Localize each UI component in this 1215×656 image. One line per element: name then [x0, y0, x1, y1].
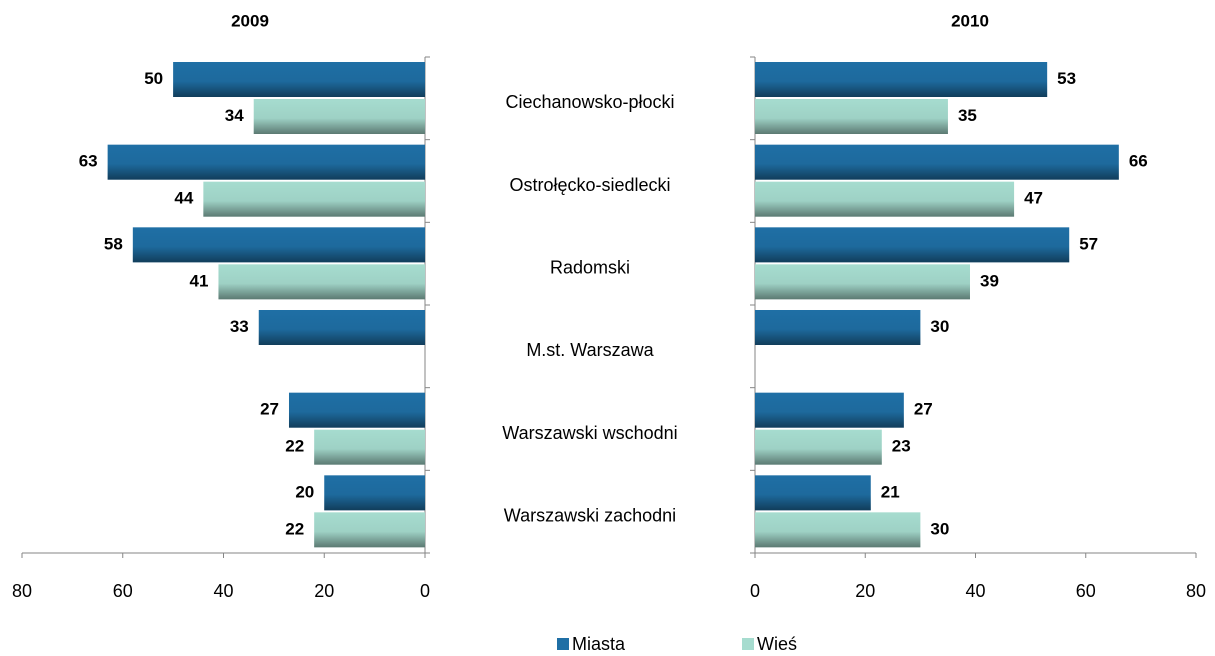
bar-shade — [755, 181, 1015, 217]
category-label: Radomski — [550, 257, 630, 277]
chart-title: 2010 — [951, 11, 989, 30]
value-label: 30 — [930, 317, 949, 336]
bar-shade — [218, 264, 425, 300]
bar-shade — [755, 512, 921, 548]
value-label: 33 — [230, 317, 249, 336]
legend-swatch — [742, 638, 754, 650]
value-label: 27 — [260, 400, 279, 419]
bar-shade — [755, 310, 921, 345]
bar-shade — [755, 144, 1119, 180]
bar-shade — [755, 429, 882, 465]
x-tick-label: 40 — [965, 581, 985, 601]
value-label: 39 — [980, 271, 999, 290]
value-label: 30 — [930, 519, 949, 538]
bar-shade — [288, 392, 425, 428]
value-label: 22 — [285, 519, 304, 538]
value-label: 58 — [104, 234, 123, 253]
value-label: 23 — [892, 437, 911, 456]
x-tick-label: 80 — [12, 581, 32, 601]
bar-shade — [314, 512, 425, 548]
x-tick-label: 0 — [750, 581, 760, 601]
x-tick-label: 60 — [1076, 581, 1096, 601]
chart-title: 2009 — [231, 11, 269, 30]
category-label: Ciechanowsko-płocki — [505, 92, 674, 112]
category-label: Warszawski wschodni — [502, 423, 677, 443]
legend-swatch — [557, 638, 569, 650]
x-tick-label: 40 — [213, 581, 233, 601]
value-label: 34 — [225, 106, 244, 125]
value-label: 66 — [1129, 152, 1148, 171]
bar-shade — [314, 429, 425, 465]
bar-shade — [324, 475, 425, 511]
value-label: 20 — [295, 482, 314, 501]
bar-shade — [755, 392, 904, 428]
bar-shade — [173, 62, 425, 97]
x-tick-label: 80 — [1186, 581, 1206, 601]
bar-shade — [755, 62, 1048, 97]
value-label: 21 — [881, 482, 900, 501]
value-label: 22 — [285, 437, 304, 456]
category-label: M.st. Warszawa — [526, 340, 654, 360]
value-label: 44 — [174, 189, 193, 208]
value-label: 57 — [1079, 234, 1098, 253]
value-label: 50 — [144, 69, 163, 88]
value-label: 41 — [190, 271, 209, 290]
bar-shade — [755, 227, 1070, 263]
legend-label: Miasta — [572, 634, 626, 654]
category-label: Ostrołęcko-siedlecki — [509, 175, 670, 195]
bar-shade — [107, 144, 425, 180]
bar-shade — [203, 181, 425, 217]
value-label: 63 — [79, 152, 98, 171]
category-label: Warszawski zachodni — [504, 505, 676, 525]
value-label: 53 — [1057, 69, 1076, 88]
x-tick-label: 60 — [113, 581, 133, 601]
value-label: 35 — [958, 106, 977, 125]
x-tick-label: 20 — [855, 581, 875, 601]
value-label: 47 — [1024, 189, 1043, 208]
legend-label: Wieś — [757, 634, 797, 654]
bar-shade — [258, 310, 425, 345]
x-tick-label: 0 — [420, 581, 430, 601]
x-tick-label: 20 — [314, 581, 334, 601]
value-label: 27 — [914, 400, 933, 419]
bar-shade — [755, 475, 871, 511]
bar-shade — [253, 99, 425, 134]
bar-shade — [755, 99, 948, 134]
bar-shade — [755, 264, 970, 300]
bar-shade — [132, 227, 425, 263]
